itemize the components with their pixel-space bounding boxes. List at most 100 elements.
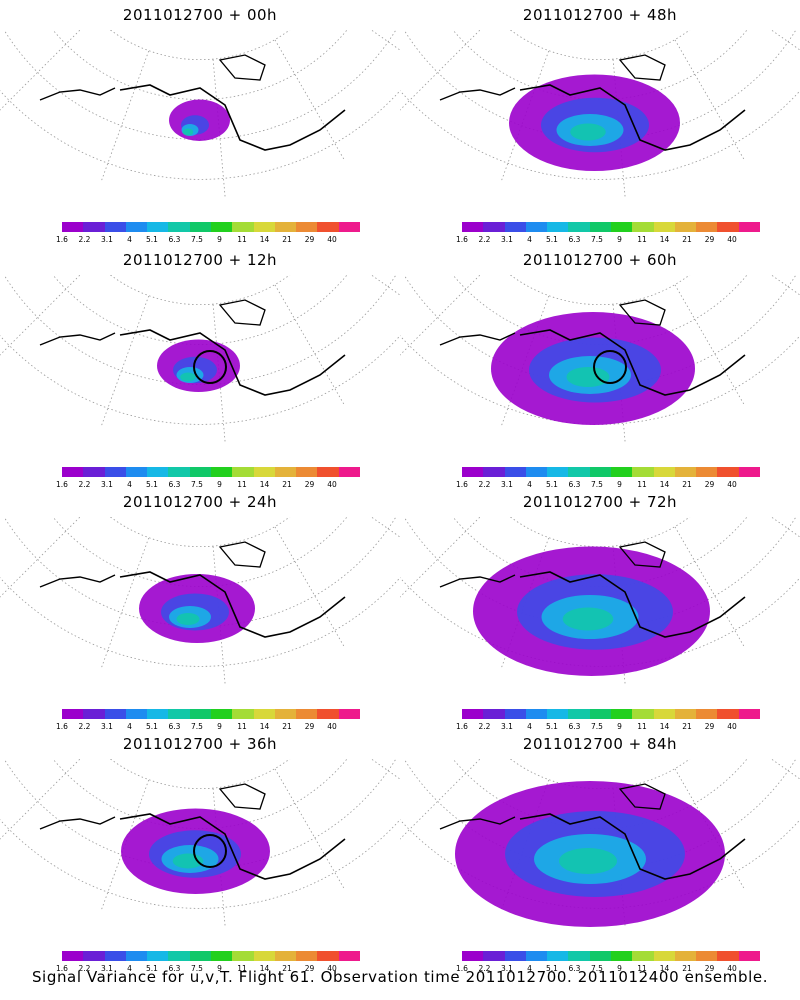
colorbar-labels: 1.6 2.2 3.1 4 5.1 6.3 7.5 9 11 14 21 29 40 [452,722,752,732]
colorbar-swatch [610,222,633,232]
colorbar-tick-label: 29 [704,480,715,489]
arctic-islands [618,541,666,568]
colorbar-tick-label: 5.1 [546,722,558,731]
colorbar-tick-label: 14 [259,480,270,489]
colorbar-tick-label: 7.5 [191,722,203,731]
colorbar-swatch [189,709,211,719]
colorbar-tick-label: 9 [617,964,622,973]
colorbar-swatch [338,709,360,719]
colorbar-tick-label: 29 [304,235,315,244]
variance-map [400,517,800,686]
colorbar-swatch [738,709,760,719]
colorbar-swatch [674,467,697,477]
colorbar-swatch [696,709,718,719]
colorbar-tick-label: 2.2 [78,480,91,489]
colorbar-swatch [317,467,339,477]
colorbar-tick-label: 1.6 [56,964,68,973]
latitude-line [52,759,348,829]
variance-field [157,339,240,392]
colorbar-tick-label: 7.5 [191,964,203,973]
colorbar-swatch [696,951,718,961]
colorbar-tick-label: 2.2 [478,964,491,973]
colorbar-swatch [253,951,275,961]
colorbar-tick-label: 29 [704,722,715,731]
colorbar-swatch [504,951,526,961]
colorbar-swatch [547,467,569,477]
longitude-line [674,39,746,162]
panel-title: 2011012700 + 84h [522,735,678,753]
colorbar-tick-label: 1.6 [56,235,68,244]
arctic-islands [618,783,666,810]
colorbar-tick-label: 7.5 [191,480,203,489]
colorbar-tick-label: 4 [527,235,532,244]
coastline [39,574,116,588]
colorbar-tick-label: 7.5 [591,722,603,731]
colorbar-tick-label: 4 [127,964,132,973]
latitude-line [52,30,348,100]
colorbar-swatch [610,467,633,477]
colorbar-swatch [62,222,84,232]
arctic-islands [218,299,266,326]
colorbar-swatch [483,951,505,961]
colorbar-swatch [568,951,590,961]
longitude-line [0,30,81,111]
colorbar-tick-label: 2.2 [478,235,491,244]
colorbar-tick-label: 5.1 [146,722,158,731]
colorbar-tick-label: 14 [659,480,670,489]
colorbar-tick-label: 1.6 [456,480,468,489]
colorbar-swatch [168,222,190,232]
longitude-line [400,30,481,111]
variance-field [139,574,255,643]
longitude-line [212,546,226,686]
longitude-line [0,517,81,598]
colorbar-swatch [547,709,569,719]
colorbar-labels: 1.6 2.2 3.1 4 5.1 6.3 7.5 9 11 14 21 29 40 [452,480,752,490]
colorbar-tick-label: 9 [617,480,622,489]
colorbar-swatch [483,467,505,477]
colorbar [462,222,760,232]
colorbar-labels: 1.6 2.2 3.1 4 5.1 6.3 7.5 9 11 14 21 29 40 [452,235,752,245]
colorbar-tick-label: 29 [304,480,315,489]
colorbar-swatch [589,709,611,719]
panel-title: 2011012700 + 00h [122,6,278,24]
colorbar-swatch [189,222,211,232]
colorbar-swatch [189,951,211,961]
colorbar-swatch [274,709,297,719]
latitude-line [509,517,691,547]
colorbar-tick-label: 5.1 [146,964,158,973]
colorbar-tick-label: 4 [127,235,132,244]
longitude-line [400,517,481,598]
colorbar [62,951,360,961]
colorbar-tick-label: 14 [259,722,270,731]
colorbar-tick-label: 21 [682,964,692,973]
colorbar-swatch [168,467,190,477]
longitude-line [100,50,150,183]
colorbar-tick-label: 11 [237,964,247,973]
colorbar-swatch [253,222,275,232]
colorbar-swatch [462,222,484,232]
longitude-line [674,526,746,649]
colorbar-swatch [674,222,697,232]
longitude-line [400,275,481,356]
coastline [39,816,116,830]
coastline [119,329,346,396]
longitude-line [370,275,400,296]
coastline [39,332,116,346]
colorbar-swatch [104,951,126,961]
colorbar-swatch [104,222,126,232]
colorbar-tick-label: 3.1 [501,722,513,731]
variance-map [0,30,400,199]
longitude-line [100,537,150,670]
latitude-line [109,759,291,789]
colorbar-swatch [525,467,548,477]
variance-map [0,517,400,686]
variance-map [400,275,800,444]
colorbar-swatch [525,709,548,719]
longitude-line [770,759,800,780]
colorbar-tick-label: 9 [217,235,222,244]
colorbar-tick-label: 1.6 [56,480,68,489]
colorbar-tick-label: 21 [682,235,692,244]
colorbar-tick-label: 3.1 [501,964,513,973]
longitude-line [212,788,226,928]
colorbar-tick-label: 40 [727,480,737,489]
